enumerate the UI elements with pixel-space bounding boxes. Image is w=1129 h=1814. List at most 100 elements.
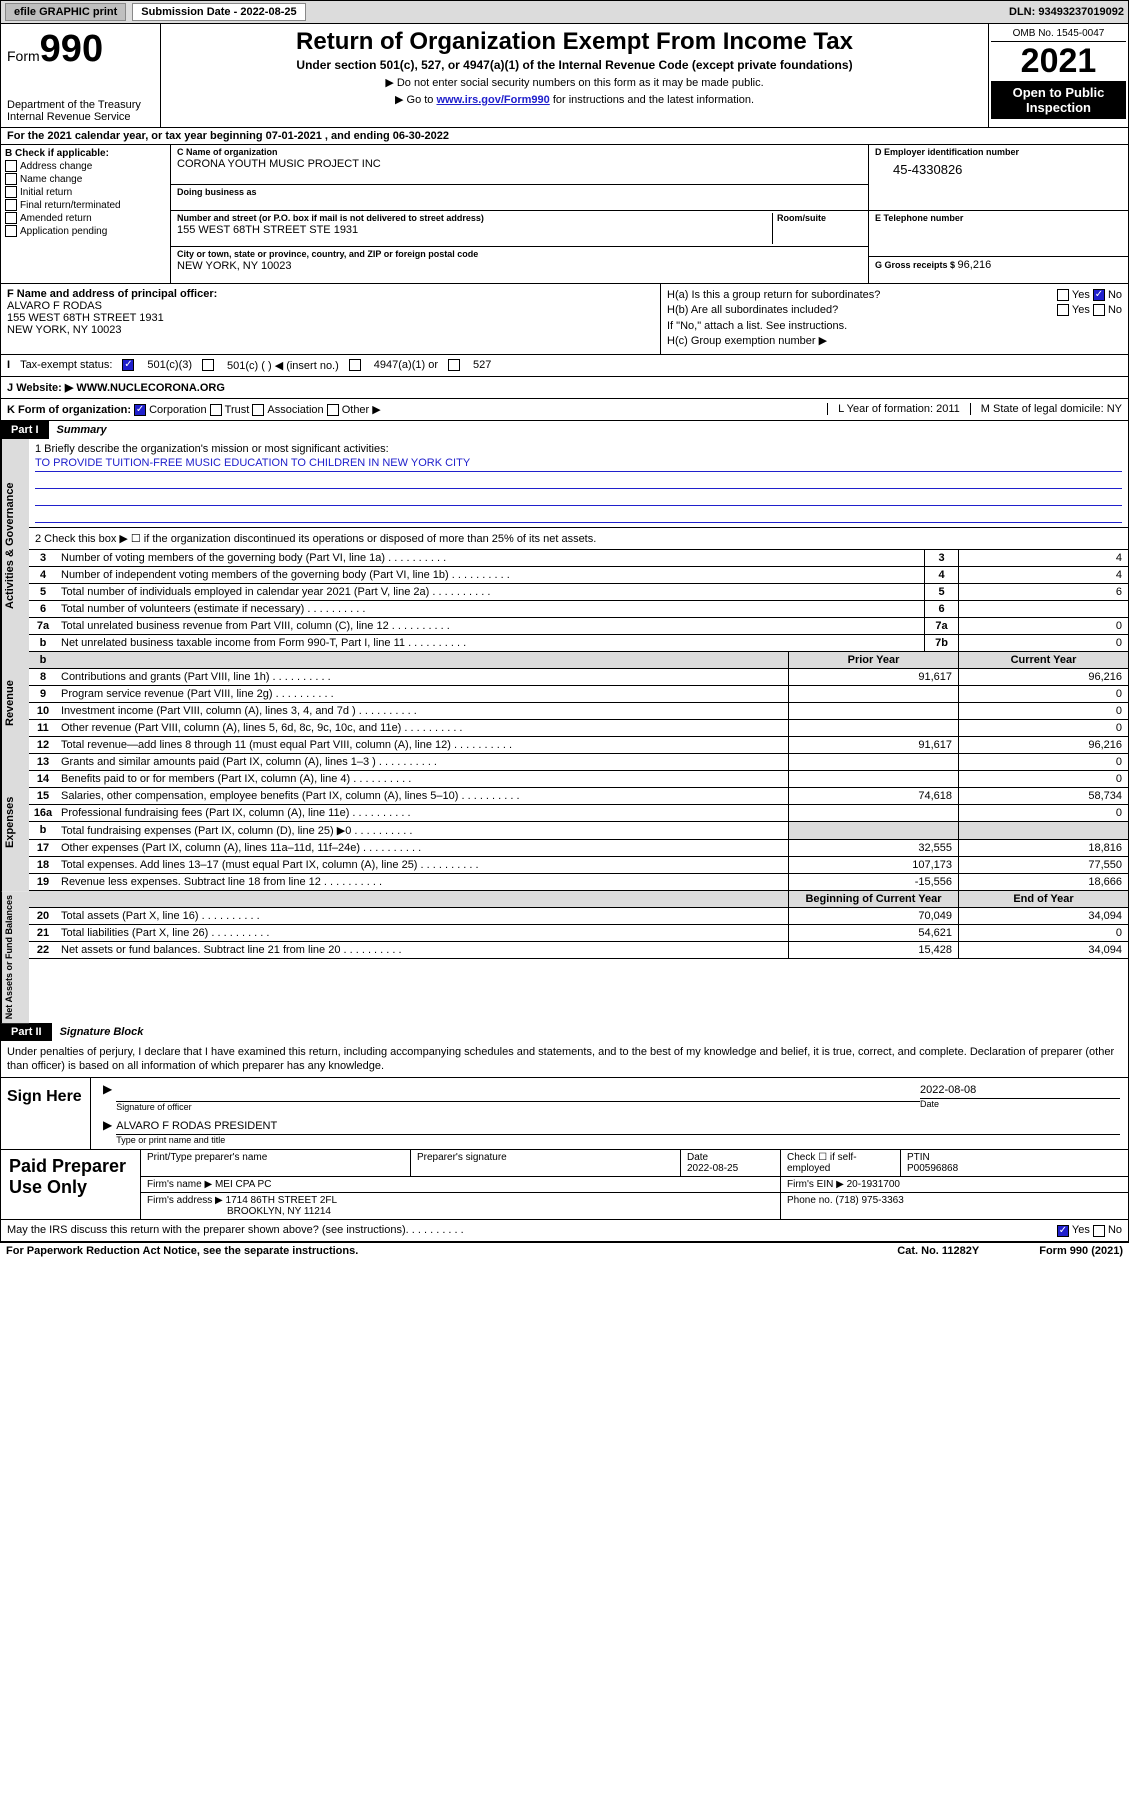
address-label: Number and street (or P.O. box if mail i… bbox=[177, 213, 772, 224]
firm-addr2: BROOKLYN, NY 11214 bbox=[147, 1206, 774, 1217]
ptin-value: P00596868 bbox=[907, 1163, 1122, 1174]
address: 155 WEST 68TH STREET STE 1931 bbox=[177, 224, 772, 237]
perjury-statement: Under penalties of perjury, I declare th… bbox=[1, 1041, 1128, 1079]
room-label: Room/suite bbox=[777, 213, 862, 224]
ha-label: H(a) Is this a group return for subordin… bbox=[667, 289, 880, 301]
paperwork-notice: For Paperwork Reduction Act Notice, see … bbox=[6, 1245, 358, 1257]
ein-label: D Employer identification number bbox=[875, 147, 1122, 158]
table-row: 15Salaries, other compensation, employee… bbox=[29, 788, 1128, 805]
form-page-label: Form 990 (2021) bbox=[1039, 1245, 1123, 1257]
col-end: End of Year bbox=[958, 891, 1128, 907]
website-value: WWW.NUCLECORONA.ORG bbox=[76, 382, 224, 394]
may-discuss-label: May the IRS discuss this return with the… bbox=[7, 1224, 406, 1236]
table-row: 16aProfessional fundraising fees (Part I… bbox=[29, 805, 1128, 822]
sig-officer-label: Signature of officer bbox=[116, 1102, 920, 1112]
table-row: 20Total assets (Part X, line 16)70,04934… bbox=[29, 908, 1128, 925]
part2-title: Signature Block bbox=[52, 1026, 144, 1038]
527-checkbox[interactable] bbox=[448, 359, 460, 371]
year-formation: L Year of formation: 2011 bbox=[827, 403, 970, 415]
line-2: 2 Check this box ▶ ☐ if the organization… bbox=[29, 528, 1128, 550]
table-row: 18Total expenses. Add lines 13–17 (must … bbox=[29, 857, 1128, 874]
city-label: City or town, state or province, country… bbox=[177, 249, 862, 260]
mission-label: 1 Briefly describe the organization's mi… bbox=[35, 443, 1122, 455]
sig-date-label: Date bbox=[920, 1099, 1120, 1109]
table-row: 22Net assets or fund balances. Subtract … bbox=[29, 942, 1128, 959]
mission-text: TO PROVIDE TUITION-FREE MUSIC EDUCATION … bbox=[35, 455, 1122, 472]
org-name: CORONA YOUTH MUSIC PROJECT INC bbox=[177, 158, 862, 171]
omb-label: OMB No. 1545-0047 bbox=[991, 26, 1126, 42]
col-current: Current Year bbox=[958, 652, 1128, 668]
table-row: 11Other revenue (Part VIII, column (A), … bbox=[29, 720, 1128, 737]
vtab-net-assets: Net Assets or Fund Balances bbox=[1, 891, 29, 1023]
table-row: 19Revenue less expenses. Subtract line 1… bbox=[29, 874, 1128, 891]
preparer-date: 2022-08-25 bbox=[687, 1163, 774, 1174]
col-prior: Prior Year bbox=[788, 652, 958, 668]
preparer-date-label: Date bbox=[687, 1152, 774, 1163]
ptin-label: PTIN bbox=[907, 1152, 1122, 1163]
4947-checkbox[interactable] bbox=[349, 359, 361, 371]
gross-receipts: 96,216 bbox=[958, 259, 992, 271]
vtab-governance: Activities & Governance bbox=[1, 439, 29, 652]
col-beginning: Beginning of Current Year bbox=[788, 891, 958, 907]
part1-tab: Part I bbox=[1, 421, 49, 439]
501c3-checkbox[interactable] bbox=[122, 359, 134, 371]
sign-here-label: Sign Here bbox=[1, 1078, 91, 1149]
may-yes-checkbox[interactable] bbox=[1057, 1225, 1069, 1237]
table-row: 10Investment income (Part VIII, column (… bbox=[29, 703, 1128, 720]
subtitle-2a: ▶ Do not enter social security numbers o… bbox=[165, 76, 984, 89]
501c-checkbox[interactable] bbox=[202, 359, 214, 371]
may-no-checkbox[interactable] bbox=[1093, 1225, 1105, 1237]
self-employed-label: Check ☐ if self-employed bbox=[781, 1150, 901, 1176]
table-row: 8Contributions and grants (Part VIII, li… bbox=[29, 669, 1128, 686]
ein-value: 45-4330826 bbox=[875, 158, 1122, 182]
form-title: Return of Organization Exempt From Incom… bbox=[165, 28, 984, 56]
website-label: Website: ▶ bbox=[16, 382, 73, 394]
submit-date-button[interactable]: Submission Date - 2022-08-25 bbox=[132, 3, 305, 21]
section-b-checkboxes: B Check if applicable: Address change Na… bbox=[1, 145, 171, 283]
city: NEW YORK, NY 10023 bbox=[177, 260, 862, 273]
paid-preparer-label: Paid Preparer Use Only bbox=[1, 1150, 141, 1219]
table-row: 5Total number of individuals employed in… bbox=[29, 584, 1128, 601]
sig-name: ALVARO F RODAS PRESIDENT bbox=[116, 1118, 1120, 1135]
tax-status-label: Tax-exempt status: bbox=[20, 359, 112, 371]
firm-name: MEI CPA PC bbox=[215, 1179, 272, 1190]
tax-year-range: For the 2021 calendar year, or tax year … bbox=[1, 128, 1128, 145]
table-row: 17Other expenses (Part IX, column (A), l… bbox=[29, 840, 1128, 857]
sig-date: 2022-08-08 bbox=[920, 1082, 1120, 1099]
firm-addr1: 1714 86TH STREET 2FL bbox=[226, 1195, 338, 1206]
hc-label: H(c) Group exemption number ▶ bbox=[667, 334, 1122, 349]
sig-name-label: Type or print name and title bbox=[116, 1135, 1120, 1145]
table-row: bNet unrelated business taxable income f… bbox=[29, 635, 1128, 652]
part1-title: Summary bbox=[49, 424, 107, 436]
table-row: 4Number of independent voting members of… bbox=[29, 567, 1128, 584]
subtitle-1: Under section 501(c), 527, or 4947(a)(1)… bbox=[165, 58, 984, 72]
hb-note: If "No," attach a list. See instructions… bbox=[667, 319, 1122, 334]
dba-label: Doing business as bbox=[177, 187, 862, 198]
corp-checkbox[interactable] bbox=[134, 404, 146, 416]
table-row: 21Total liabilities (Part X, line 26)54,… bbox=[29, 925, 1128, 942]
efile-button[interactable]: efile GRAPHIC print bbox=[5, 3, 126, 21]
officer-label: F Name and address of principal officer: bbox=[7, 288, 654, 300]
table-row: 3Number of voting members of the governi… bbox=[29, 550, 1128, 567]
open-inspection-badge: Open to Public Inspection bbox=[991, 81, 1126, 119]
vtab-expenses: Expenses bbox=[1, 754, 29, 891]
officer-addr1: 155 WEST 68TH STREET 1931 bbox=[7, 312, 654, 324]
table-row: bTotal fundraising expenses (Part IX, co… bbox=[29, 822, 1128, 840]
preparer-name-label: Print/Type preparer's name bbox=[141, 1150, 411, 1176]
officer-addr2: NEW YORK, NY 10023 bbox=[7, 324, 654, 336]
table-row: 6Total number of volunteers (estimate if… bbox=[29, 601, 1128, 618]
catalog-number: Cat. No. 11282Y bbox=[897, 1245, 979, 1257]
table-row: 7aTotal unrelated business revenue from … bbox=[29, 618, 1128, 635]
gross-receipts-label: G Gross receipts $ bbox=[875, 260, 958, 270]
dln-label: DLN: 93493237019092 bbox=[1009, 6, 1124, 18]
subtitle-2b: ▶ Go to www.irs.gov/Form990 for instruct… bbox=[165, 93, 984, 106]
irs-link[interactable]: www.irs.gov/Form990 bbox=[436, 94, 549, 106]
phone-label: E Telephone number bbox=[875, 213, 1122, 224]
table-row: 12Total revenue—add lines 8 through 11 (… bbox=[29, 737, 1128, 754]
form-label: Form990 bbox=[7, 28, 154, 71]
tax-year: 2021 bbox=[991, 42, 1126, 81]
vtab-revenue: Revenue bbox=[1, 652, 29, 754]
state-domicile: M State of legal domicile: NY bbox=[970, 403, 1122, 415]
org-name-label: C Name of organization bbox=[177, 147, 862, 158]
table-row: 13Grants and similar amounts paid (Part … bbox=[29, 754, 1128, 771]
